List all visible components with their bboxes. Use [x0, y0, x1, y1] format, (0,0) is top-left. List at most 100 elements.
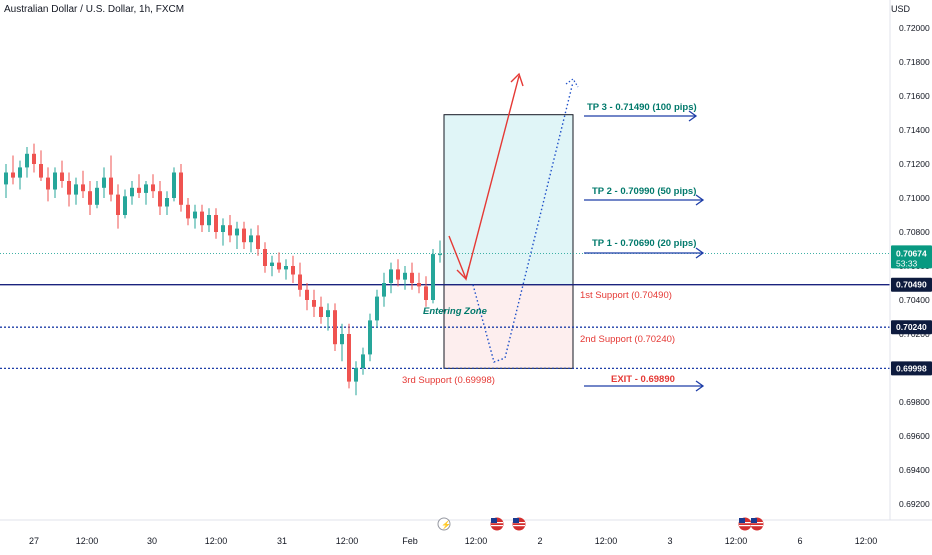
- support-lines: [0, 253, 890, 369]
- price-tick-label: 0.71200: [899, 159, 930, 169]
- profit-zone: [443, 114, 574, 286]
- candle-body: [333, 310, 337, 345]
- candle-body: [277, 262, 281, 270]
- candle-body: [438, 254, 442, 256]
- candle-body: [109, 177, 113, 195]
- current-price-badge: 0.70674: [896, 248, 927, 258]
- candle-body: [95, 187, 99, 205]
- candle-body: [207, 215, 211, 226]
- candle-body: [214, 215, 218, 232]
- loss-zone: [443, 284, 574, 369]
- candle-body: [396, 269, 400, 280]
- support-1-label: 1st Support (0.70490): [580, 290, 672, 301]
- price-tick-label: 0.71400: [899, 125, 930, 135]
- flag-canton: [491, 518, 497, 523]
- candle-body: [340, 334, 344, 345]
- candle-body: [165, 198, 169, 207]
- us-flag-icon: [738, 517, 752, 531]
- price-tick-label: 0.69600: [899, 431, 930, 441]
- candle-body: [270, 262, 274, 266]
- candle-body: [179, 172, 183, 205]
- time-tick-label: 2: [537, 536, 542, 546]
- candle-body: [137, 187, 141, 193]
- candle-body: [200, 211, 204, 226]
- tp2-arrow-head: [695, 194, 705, 206]
- candle-body: [298, 274, 302, 290]
- price-tick-label: 0.69200: [899, 499, 930, 509]
- time-tick-label: 12:00: [725, 536, 748, 546]
- time-tick-label: 3: [667, 536, 672, 546]
- tp3-arrow-head: [688, 110, 698, 122]
- countdown-badge: 53:33: [896, 258, 918, 268]
- tp1-arrow-head: [695, 247, 705, 259]
- candle-body: [116, 194, 120, 215]
- candle-body: [319, 306, 323, 317]
- flag-canton: [751, 518, 757, 523]
- candle-body: [368, 320, 372, 355]
- candle-body: [389, 269, 393, 283]
- alternate-path-arrow: [472, 81, 574, 363]
- candle-body: [431, 254, 435, 300]
- entry-level-badge-bg: [891, 277, 932, 292]
- current-price-badge-bg: [891, 245, 932, 269]
- candle-body: [221, 225, 225, 232]
- candle-body: [102, 177, 106, 188]
- candle-body: [410, 272, 414, 283]
- exit-label: EXIT - 0.69890: [611, 374, 675, 385]
- price-tick-label: 0.70800: [899, 227, 930, 237]
- arrowhead-down: [456, 266, 470, 281]
- price-tick-label: 0.70400: [899, 295, 930, 305]
- tp1-label: TP 1 - 0.70690 (20 pips): [592, 238, 696, 249]
- time-tick-label: 30: [147, 536, 157, 546]
- candle-body: [235, 228, 239, 236]
- time-tick-label: 27: [29, 536, 39, 546]
- arrowhead-up: [510, 72, 524, 87]
- flag-canton: [739, 518, 745, 523]
- us-flag-icon: [512, 517, 526, 531]
- price-tick-label: 0.71000: [899, 193, 930, 203]
- candle-body: [18, 167, 22, 178]
- time-tick-label: Feb: [402, 536, 418, 546]
- candle-body: [312, 300, 316, 307]
- time-tick-label: 12:00: [855, 536, 878, 546]
- candle-body: [46, 177, 50, 190]
- tp3-label: TP 3 - 0.71490 (100 pips): [587, 102, 697, 113]
- symbol-title[interactable]: Australian Dollar / U.S. Dollar, 1h, FXC…: [4, 4, 185, 15]
- candle-body: [186, 204, 190, 219]
- candle-body: [39, 164, 43, 178]
- currency-label: USD: [890, 4, 910, 14]
- candle-body: [291, 266, 295, 275]
- lightning-icon: [437, 517, 451, 531]
- candle-body: [256, 235, 260, 249]
- candle-body: [382, 283, 386, 297]
- price-tick-label: 0.71800: [899, 57, 930, 67]
- candle-body: [158, 191, 162, 207]
- candle-body: [284, 266, 288, 270]
- candle-body: [424, 286, 428, 300]
- candle-body: [53, 172, 57, 190]
- tp2-label: TP 2 - 0.70990 (50 pips): [592, 186, 696, 197]
- position-zones: [443, 114, 574, 369]
- lightning-glyph: ⚡: [441, 520, 451, 530]
- arrowhead-up-dotted: [565, 78, 579, 88]
- candle-body: [172, 172, 176, 198]
- time-tick-label: 6: [797, 536, 802, 546]
- candle-body: [242, 228, 246, 243]
- us-flag-icon: [750, 517, 764, 531]
- flag-stripe: [751, 525, 763, 527]
- support-2-label: 2nd Support (0.70240): [580, 334, 675, 345]
- candle-body: [144, 184, 148, 193]
- time-tick-label: 12:00: [76, 536, 99, 546]
- candles: [4, 143, 442, 396]
- price-tick-label: 0.71600: [899, 91, 930, 101]
- candle-body: [193, 211, 197, 219]
- flag-canton: [513, 518, 519, 523]
- support-2-badge: 0.70240: [896, 322, 927, 332]
- flag-stripe: [491, 525, 503, 527]
- time-tick-label: 12:00: [336, 536, 359, 546]
- candle-body: [403, 272, 407, 280]
- candle-body: [67, 181, 71, 195]
